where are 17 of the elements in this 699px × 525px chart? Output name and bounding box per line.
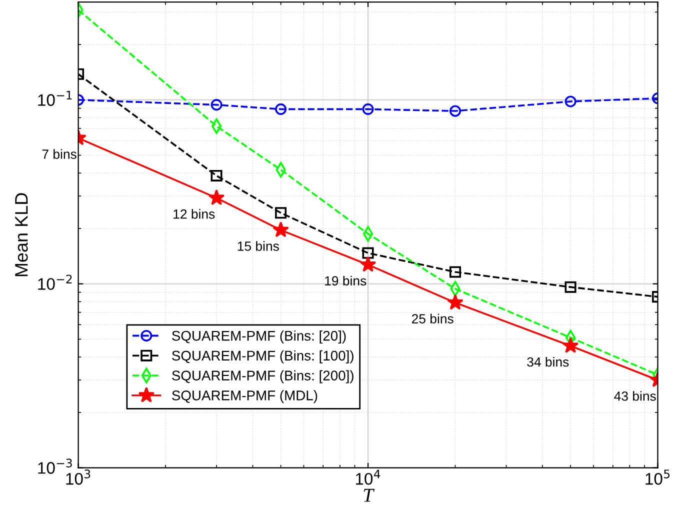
legend-label: SQUAREM-PMF (Bins: [20]): [172, 330, 346, 344]
annotation: 25 bins: [412, 314, 454, 324]
x-tick-label: 10$^{4}$: [356, 470, 380, 485]
annotation: 43 bins: [614, 391, 656, 401]
annotation: 15 bins: [238, 241, 279, 251]
y-axis-title: Mean KLD: [15, 193, 28, 276]
y-tick-label: 10$^{−1}$: [38, 90, 72, 106]
legend-label: SQUAREM-PMF (Bins: [200]): [172, 370, 354, 384]
y-tick-label: 10$^{−2}$: [38, 274, 72, 290]
legend-label: SQUAREM-PMF (Bins: [100]): [172, 350, 354, 364]
legend-label: SQUAREM-PMF (MDL): [172, 390, 318, 404]
annotation: 34 bins: [527, 356, 569, 367]
annotation: 12 bins: [174, 209, 215, 219]
x-axis-title: T: [364, 488, 375, 502]
annotation: 7 bins: [42, 149, 76, 159]
annotation: 19 bins: [325, 276, 366, 286]
x-tick-label: 10$^{5}$: [646, 470, 670, 485]
